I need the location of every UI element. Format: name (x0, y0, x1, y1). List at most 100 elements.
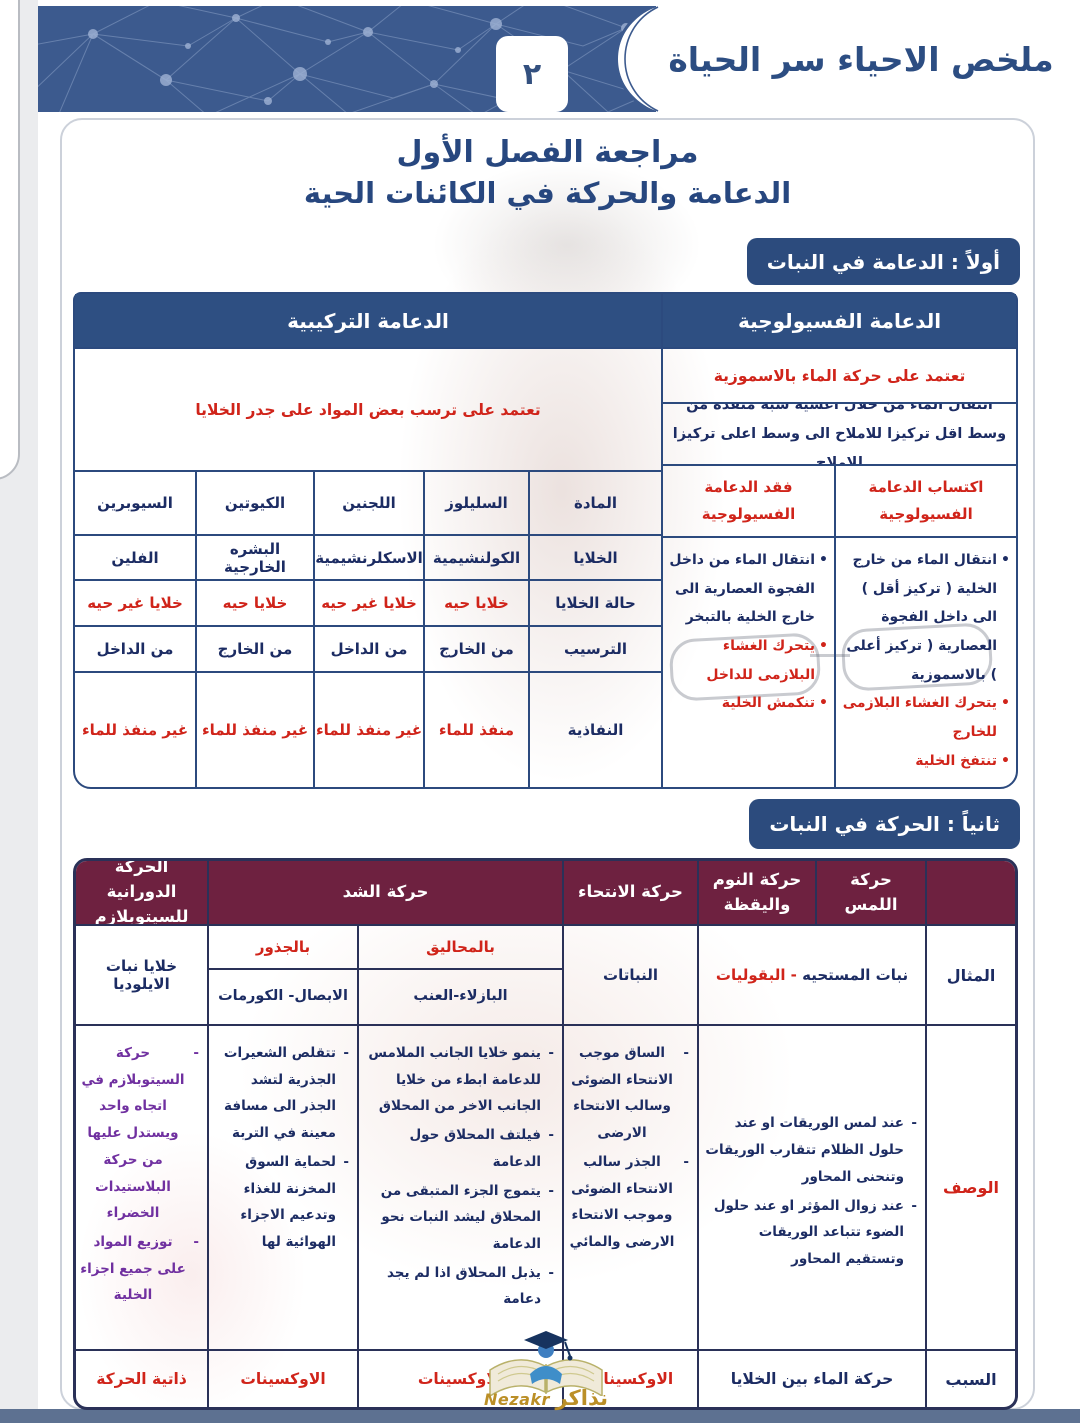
permeability-lignin: غير منفذ للماء (313, 671, 423, 787)
row-label-example: المثال (925, 924, 1015, 1024)
physiological-header: الدعامة الفسيولوجية (663, 294, 1016, 347)
matrix-row-label-state: حالة الخلايا (528, 579, 661, 625)
network-pattern-graphic (38, 6, 687, 112)
brand-name: نذاكر Nezakr (468, 1386, 624, 1410)
brand-name-arabic: نذاكر (555, 1386, 608, 1410)
description-tendrils-2: فيلتف المحلاق حول الدعامة (363, 1122, 554, 1175)
permeability-suberin: غير منفذ للماء (75, 671, 195, 787)
loss-result-2: تنكمش الخلية (667, 689, 828, 718)
movement-header-cytoplasmic: الحركة الدورانية للسيتوبلازم (76, 861, 207, 926)
description-roots-1: تتقلص الشعيرات الجذرية لتشد الجذر الى مس… (213, 1040, 349, 1147)
description-touch-sleep-2: عند زوال المؤثر او عند حلول الضوء تتباعد… (703, 1193, 917, 1273)
support-table: الدعامة الفسيولوجية تعتمد على حركة الماء… (73, 292, 1018, 789)
gain-support-body: انتقال الماء من خارج الخلية ( تركيز أقل … (836, 538, 1016, 787)
brand-logo-icon (489, 1331, 603, 1398)
section2-heading: ثانياً : الحركة في النبات (749, 799, 1020, 849)
app-title: ملخص الاحياء سر الحياة (668, 39, 1054, 79)
gain-support-column: اكتساب الدعامة الفسيولوجية انتقال الماء … (834, 466, 1016, 787)
cells-cutin: البشره الخارجية (195, 534, 313, 579)
bottom-bar (0, 1409, 1080, 1423)
structural-header: الدعامة التركيبية (75, 294, 661, 347)
section1-heading: أولاً : الدعامة في النبات (746, 238, 1020, 285)
cells-cellulose: الكولنشيمية (423, 534, 528, 579)
matrix-row-label-material: المادة (528, 472, 661, 534)
document-title: مراجعة الفصل الأول الدعامة والحركة في ال… (62, 120, 1033, 213)
material-name-lignin: اللجنين (313, 472, 423, 534)
brand-name-latin: Nezakr (484, 1390, 550, 1409)
structural-support-column: الدعامة التركيبية تعتمد على ترسب بعض الم… (75, 294, 661, 787)
description-tropism-2: الجذر سالب الانتحاء الضوئى وموجب الانتحا… (568, 1149, 689, 1256)
deposition-cellulose: من الخارج (423, 625, 528, 671)
cause-roots: الاوكسينات (207, 1349, 357, 1407)
movement-header-touch: حركة اللمس (815, 861, 925, 924)
osmosis-definition: انتقال الماء من خلال اغشية شبه منفذة من … (663, 402, 1016, 464)
photo-watermark-glasses-bridge (810, 654, 850, 657)
description-tendrils: ينمو خلايا الجانب الملامس للدعامة ابطء م… (357, 1024, 562, 1349)
left-page-edge-strip (0, 0, 38, 1423)
physiological-intro: تعتمد على حركة الماء بالاسموزية (663, 347, 1016, 402)
brand-watermark: نذاكر Nezakr (468, 1326, 624, 1422)
description-roots: تتقلص الشعيرات الجذرية لتشد الجذر الى مس… (207, 1024, 357, 1349)
page-number-badge: ٢ (496, 36, 568, 112)
document-title-line2: الدعامة والحركة في الكائنات الحية (303, 176, 792, 210)
description-cytoplasmic: حركة السيتوبلازم في اتجاه واحد ويستدل عل… (76, 1024, 207, 1349)
physiological-support-column: الدعامة الفسيولوجية تعتمد على حركة الماء… (661, 294, 1016, 787)
deposition-lignin: من الداخل (313, 625, 423, 671)
matrix-row-label-deposition: الترسيب (528, 625, 661, 671)
gain-mechanism: انتقال الماء من خارج الخلية ( تركيز أقل … (840, 546, 1010, 689)
description-cytoplasmic-1: حركة السيتوبلازم في اتجاه واحد ويستدل عل… (80, 1040, 199, 1227)
cause-touch-sleep: حركة الماء بين الخلايا (697, 1349, 925, 1407)
cells-suberin: الفلين (75, 534, 195, 579)
crescent-decoration (614, 6, 660, 112)
banner-title-area: ملخص الاحياء سر الحياة (614, 6, 1080, 112)
deposition-suberin: من الداخل (75, 625, 195, 671)
example-touch-sleep-red: - البقوليات (715, 966, 797, 984)
example-tropism: النباتات (562, 924, 697, 1024)
description-tropism-1: الساق موجب الانتحاء الضوئى وسالب الانتحا… (568, 1040, 689, 1147)
material-name-suberin: السيوبرين (97, 494, 173, 512)
movement-header-rowlabel-empty (925, 861, 1015, 924)
state-lignin: خلايا غير حيه (313, 579, 423, 625)
matrix-row-label-permeability: النفاذية (528, 671, 661, 787)
description-tropism: الساق موجب الانتحاء الضوئى وسالب الانتحا… (562, 1024, 697, 1349)
permeability-cutin: غير منفذ للماء (195, 671, 313, 787)
loss-support-column: فقد الدعامة الفسيولوجية انتقال الماء من … (663, 466, 834, 787)
previous-page-corner (0, 0, 20, 480)
tendrils-example: البازلاء-العنب (413, 988, 508, 1005)
state-cellulose: خلايا حيه (423, 579, 528, 625)
row-label-description: الوصف (925, 1024, 1015, 1349)
description-touch-sleep: عند لمس الوريقات او عند حلول الظلام تتقا… (697, 1024, 925, 1349)
roots-example: الابصال- الكورمات (218, 988, 348, 1005)
description-cytoplasmic-2: توزيع المواد على جميع اجزاء الخلية (80, 1229, 199, 1309)
example-cytoplasmic: خلايا نبات الايلوديا (76, 924, 207, 1024)
gain-result-1: يتحرك الغشاء البلازمى للخارج (840, 689, 1010, 746)
loss-support-title: فقد الدعامة الفسيولوجية (663, 466, 834, 538)
description-tendrils-1: ينمو خلايا الجانب الملامس للدعامة ابطء م… (363, 1040, 554, 1120)
example-touch-sleep: نبات المستحيه - البقوليات (697, 924, 925, 1024)
structural-intro: تعتمد على ترسب بعض المواد على جدر الخلاي… (75, 347, 661, 470)
gain-result-2: تنتفخ الخلية (840, 747, 1010, 776)
description-touch-sleep-1: عند لمس الوريقات او عند حلول الظلام تتقا… (703, 1110, 917, 1190)
document-title-line1: مراجعة الفصل الأول (396, 135, 699, 170)
gain-support-title: اكتساب الدعامة الفسيولوجية (836, 466, 1016, 538)
state-cutin: خلايا حيه (195, 579, 313, 625)
material-name-cutin: الكيوتين (195, 472, 313, 534)
roots-label: بالجذور (209, 926, 357, 970)
cause-tendrils: الاوكسينات (357, 1349, 562, 1407)
gain-loss-subtable: اكتساب الدعامة الفسيولوجية انتقال الماء … (663, 464, 1016, 787)
deposition-cutin: من الخارج (195, 625, 313, 671)
description-tendrils-3: يتموج الجزء المتبقى من المحلاق ليشد النب… (363, 1178, 554, 1258)
example-roots: بالجذور الابصال- الكورمات (207, 924, 357, 1024)
description-roots-2: لحماية السوق المخزنة للغذاء وتدعيم الاجز… (213, 1149, 349, 1256)
movement-header-tension: حركة الشد (207, 861, 562, 924)
materials-matrix: المادة السليلوز اللجنين الكيوتين السيوبر… (75, 470, 661, 787)
permeability-cellulose: منفذ للماء (423, 671, 528, 787)
cause-cytoplasmic: ذاتية الحركة (76, 1349, 207, 1407)
example-touch-sleep-main: نبات المستحيه (802, 966, 909, 984)
state-suberin: خلايا غير حيه (75, 579, 195, 625)
loss-mechanism: انتقال الماء من داخل الفجوة العصارية الى… (667, 546, 828, 632)
row-label-cause: السبب (925, 1349, 1015, 1407)
example-tendrils: بالمحاليق البازلاء-العنب (357, 924, 562, 1024)
loss-result-1: يتحرك الغشاء البلازمى للداخل (667, 632, 828, 689)
